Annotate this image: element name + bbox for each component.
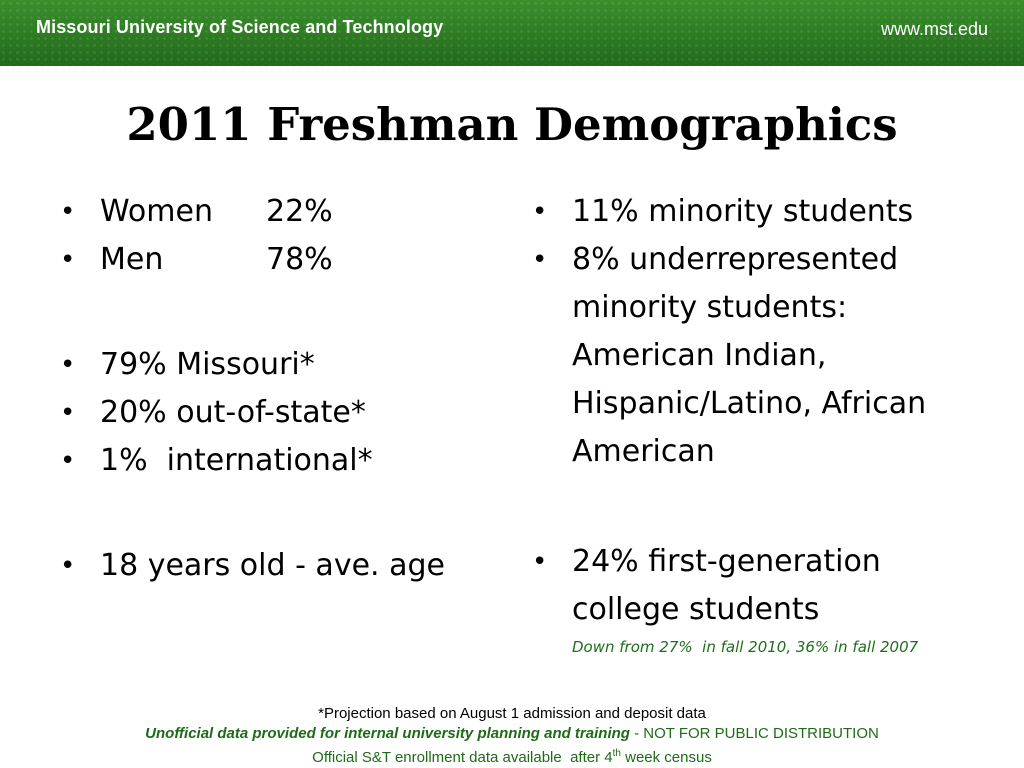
bullet-dot-icon: • bbox=[532, 245, 548, 275]
bullet-minority: • 11% minority students bbox=[530, 188, 970, 236]
international-text: 1% international* bbox=[100, 443, 373, 478]
projection-note: *Projection based on August 1 admission … bbox=[318, 705, 706, 722]
bullet-underrepresented: • 8% underrepresented minority students:… bbox=[530, 236, 970, 476]
distribution-note: Unofficial data provided for internal un… bbox=[0, 724, 1024, 744]
bullet-dot-icon: • bbox=[60, 245, 76, 275]
official-prefix: Official S&T enrollment data available a… bbox=[312, 749, 613, 766]
website-url: www.mst.edu bbox=[880, 19, 988, 39]
first-gen-note: Down from 27% in fall 2010, 36% in fall … bbox=[572, 638, 919, 656]
women-label: Women bbox=[100, 194, 213, 229]
bullet-dot-icon: • bbox=[60, 446, 76, 476]
bullet-dot-icon: • bbox=[532, 547, 548, 577]
right-bullet-list: • 11% minority students • 8% underrepres… bbox=[530, 188, 970, 658]
first-gen-text: 24% first-generation college students bbox=[572, 544, 881, 627]
bullet-men: • Men 78% bbox=[58, 236, 498, 284]
not-public-note: - NOT FOR PUBLIC DISTRIBUTION bbox=[629, 725, 879, 742]
bullet-dot-icon: • bbox=[60, 398, 76, 428]
bullet-out-of-state: • 20% out-of-state* bbox=[58, 389, 498, 437]
men-value: 78% bbox=[266, 242, 333, 277]
underrepresented-text: 8% underrepresented minority students: A… bbox=[572, 242, 927, 469]
bullet-dot-icon: • bbox=[60, 551, 76, 581]
age-text: 18 years old - ave. age bbox=[100, 548, 445, 583]
women-value: 22% bbox=[266, 194, 333, 229]
unofficial-note: Unofficial data provided for internal un… bbox=[145, 725, 630, 742]
bullet-dot-icon: • bbox=[60, 197, 76, 227]
out-of-state-text: 20% out-of-state* bbox=[100, 395, 366, 430]
men-label: Men bbox=[100, 242, 164, 277]
official-data-note: Official S&T enrollment data available a… bbox=[0, 744, 1024, 768]
bullet-international: • 1% international* bbox=[58, 437, 498, 485]
official-suffix: week census bbox=[620, 749, 712, 766]
header-banner: Missouri University of Science and Techn… bbox=[0, 0, 1024, 66]
bullet-first-generation: • 24% first-generation college students … bbox=[530, 538, 970, 658]
bullet-dot-icon: • bbox=[60, 350, 76, 380]
bullet-age: • 18 years old - ave. age bbox=[58, 542, 498, 590]
missouri-text: 79% Missouri* bbox=[100, 347, 315, 382]
minority-text: 11% minority students bbox=[572, 194, 914, 229]
left-bullet-list: • Women 22% • Men 78% • 79% Missouri* • 20… bbox=[58, 188, 498, 590]
slide-title: 2011 Freshman Demographics bbox=[126, 98, 898, 151]
bullet-missouri: • 79% Missouri* bbox=[58, 341, 498, 389]
bullet-dot-icon: • bbox=[532, 197, 548, 227]
footer-notes: *Projection based on August 1 admission … bbox=[0, 704, 1024, 768]
institution-name: Missouri University of Science and Techn… bbox=[36, 17, 444, 37]
official-superscript: th bbox=[612, 748, 621, 759]
bullet-women: • Women 22% bbox=[58, 188, 498, 236]
